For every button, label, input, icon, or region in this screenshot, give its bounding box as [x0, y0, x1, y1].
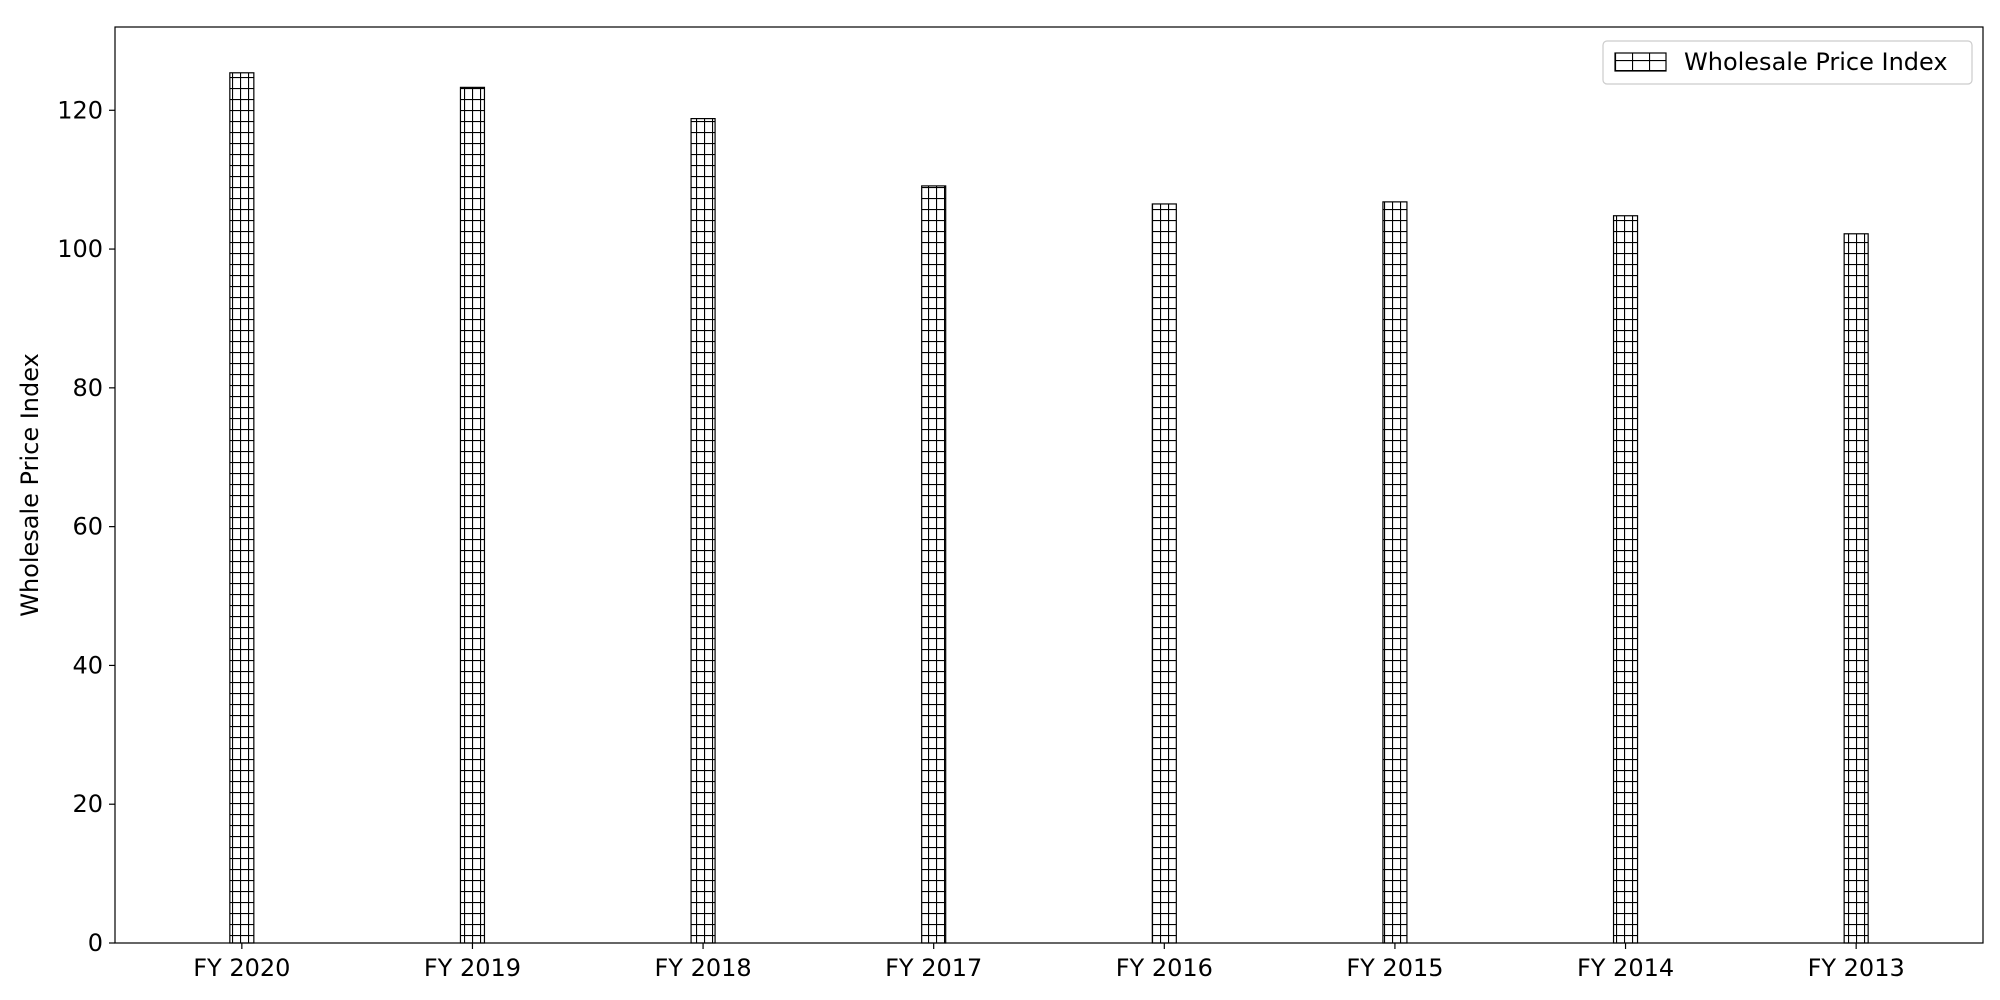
legend-box	[1602, 40, 1973, 85]
bar	[690, 117, 716, 944]
y-tick-label: 40	[72, 651, 103, 679]
x-tick-label: FY 2016	[1116, 954, 1213, 982]
y-axis: 0 20 40 60 80 100 120	[57, 96, 115, 957]
x-tick-label: FY 2013	[1808, 954, 1905, 982]
bar	[1151, 203, 1177, 944]
y-tick-label: 20	[72, 790, 103, 818]
bar	[229, 72, 255, 944]
bar	[1382, 201, 1408, 944]
bar	[459, 86, 486, 944]
x-tick-label: FY 2017	[885, 954, 982, 982]
legend-label: Wholesale Price Index	[1684, 48, 1948, 76]
y-tick-label: 0	[88, 929, 103, 957]
x-tick-label: FY 2019	[424, 954, 521, 982]
x-tick-label: FY 2020	[193, 954, 290, 982]
bars-layer	[229, 72, 1869, 944]
y-tick-label: 120	[57, 96, 103, 124]
y-axis-title: Wholesale Price Index	[16, 353, 44, 617]
plot-frame	[114, 26, 1984, 944]
legend: Wholesale Price Index	[1602, 40, 1973, 85]
bar	[1612, 215, 1639, 944]
x-axis: FY 2020 FY 2019 FY 2018 FY 2017 FY 2016 FY 20…	[193, 943, 1905, 982]
x-tick-label: FY 2015	[1346, 954, 1443, 982]
bar	[921, 185, 947, 944]
legend-swatch	[1614, 52, 1667, 72]
x-tick-label: FY 2018	[654, 954, 751, 982]
x-tick-label: FY 2014	[1577, 954, 1674, 982]
y-tick-label: 80	[72, 374, 103, 402]
y-tick-label: 100	[57, 235, 103, 263]
y-tick-label: 60	[72, 513, 103, 541]
bar	[1843, 233, 1869, 944]
